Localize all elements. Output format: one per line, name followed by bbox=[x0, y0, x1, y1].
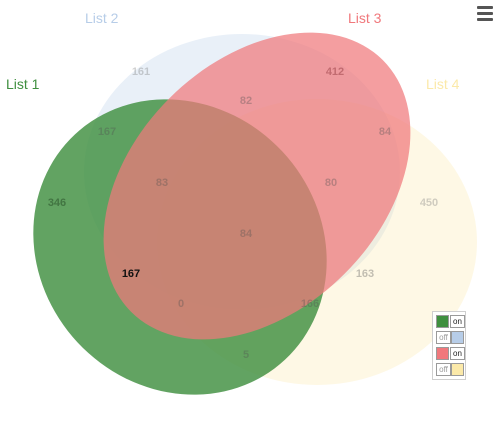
list-3-title[interactable]: List 3 bbox=[348, 10, 382, 26]
region-count-3-4: 84 bbox=[379, 126, 392, 138]
legend-toggle-list-4[interactable]: off bbox=[436, 363, 464, 376]
region-count-1-4: 5 bbox=[243, 349, 249, 361]
set-3-ellipse[interactable] bbox=[43, 0, 470, 400]
list-1-title[interactable]: List 1 bbox=[6, 76, 40, 92]
legend-toggle-list-2[interactable]: off bbox=[436, 331, 464, 344]
legend-toggle-list-1[interactable]: on bbox=[436, 315, 465, 328]
region-count-1-2-4: 166 bbox=[301, 298, 319, 310]
list-1-swatch bbox=[436, 315, 449, 328]
toggle-label[interactable]: on bbox=[450, 315, 465, 328]
toggle-label[interactable]: off bbox=[436, 331, 451, 344]
legend-toggle-list-3[interactable]: on bbox=[436, 347, 465, 360]
list-4-title[interactable]: List 4 bbox=[426, 76, 460, 92]
set-visibility-legend: on off on off bbox=[432, 311, 466, 380]
region-count-2-3: 82 bbox=[240, 95, 252, 107]
region-count-1-3: 167 bbox=[122, 268, 140, 280]
toggle-label[interactable]: on bbox=[450, 347, 465, 360]
toggle-label[interactable]: off bbox=[436, 363, 451, 376]
list-4-swatch bbox=[451, 363, 464, 376]
list-2-title[interactable]: List 2 bbox=[85, 10, 119, 26]
region-count-1-2-3-4: 84 bbox=[240, 228, 253, 240]
list-3-swatch bbox=[436, 347, 449, 360]
region-count-3: 412 bbox=[326, 66, 344, 78]
region-count-1-2: 167 bbox=[98, 126, 116, 138]
region-count-4: 450 bbox=[420, 197, 438, 209]
region-count-2-3-4: 80 bbox=[325, 177, 337, 189]
region-count-1: 346 bbox=[48, 197, 66, 209]
region-count-2-4: 163 bbox=[356, 268, 374, 280]
menu-icon[interactable] bbox=[474, 4, 496, 22]
region-count-2: 161 bbox=[132, 66, 150, 78]
region-count-1-3-4: 0 bbox=[178, 298, 184, 310]
region-count-1-2-3: 83 bbox=[156, 177, 168, 189]
list-2-swatch bbox=[451, 331, 464, 344]
